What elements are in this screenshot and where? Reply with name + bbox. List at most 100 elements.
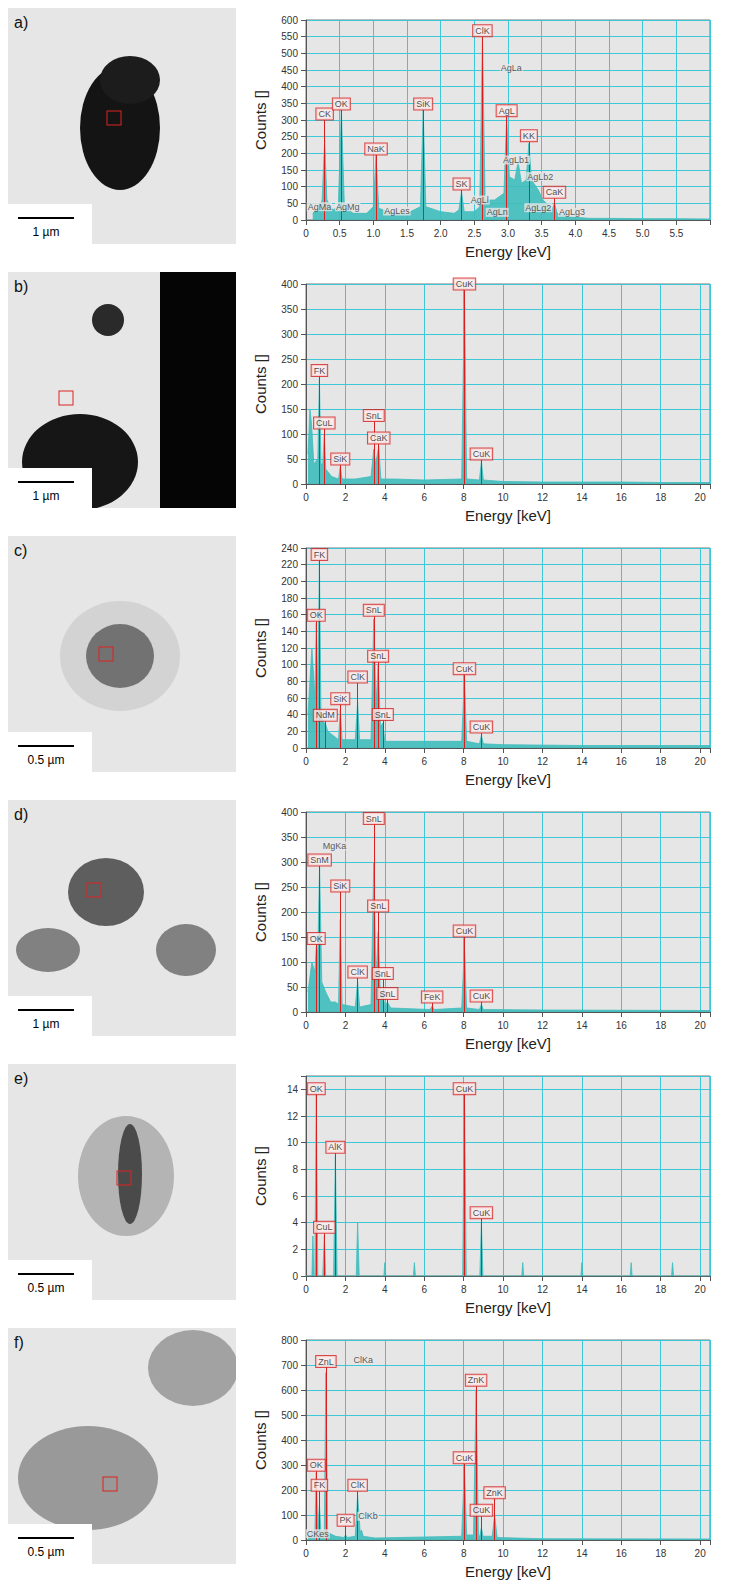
svg-text:CuK: CuK: [473, 449, 491, 459]
svg-text:OK: OK: [310, 610, 323, 620]
svg-text:CuK: CuK: [456, 1084, 474, 1094]
svg-text:6: 6: [421, 756, 427, 767]
svg-text:160: 160: [281, 609, 298, 620]
svg-text:AgLn: AgLn: [487, 207, 508, 217]
svg-text:4: 4: [382, 756, 388, 767]
svg-text:20: 20: [287, 726, 299, 737]
svg-text:AgMa: AgMa: [308, 202, 332, 212]
svg-text:0: 0: [292, 1007, 298, 1018]
svg-text:KK: KK: [523, 131, 535, 141]
svg-text:100: 100: [281, 429, 298, 440]
svg-text:6: 6: [421, 1020, 427, 1031]
svg-text:8: 8: [461, 1020, 467, 1031]
svg-text:12: 12: [537, 1020, 549, 1031]
svg-text:Counts []: Counts []: [252, 1146, 269, 1206]
svg-text:8: 8: [461, 492, 467, 503]
svg-text:600: 600: [281, 15, 298, 26]
svg-text:250: 250: [281, 131, 298, 142]
svg-text:8: 8: [461, 1548, 467, 1559]
svg-text:0: 0: [303, 756, 309, 767]
svg-text:800: 800: [281, 1335, 298, 1346]
svg-text:4.0: 4.0: [568, 228, 582, 239]
svg-text:350: 350: [281, 304, 298, 315]
svg-text:SnL: SnL: [370, 901, 386, 911]
svg-text:400: 400: [281, 807, 298, 818]
svg-text:OK: OK: [310, 1460, 323, 1470]
svg-text:SnL: SnL: [366, 605, 382, 615]
svg-text:5.0: 5.0: [636, 228, 650, 239]
svg-text:2: 2: [343, 492, 349, 503]
svg-text:1.5: 1.5: [400, 228, 414, 239]
svg-text:0.5 µm: 0.5 µm: [28, 753, 65, 767]
svg-text:10: 10: [498, 1548, 510, 1559]
svg-text:200: 200: [281, 379, 298, 390]
svg-text:AgLb2: AgLb2: [527, 172, 553, 182]
svg-text:200: 200: [281, 907, 298, 918]
svg-text:Energy [keV]: Energy [keV]: [465, 1035, 551, 1052]
svg-text:ClK: ClK: [350, 1480, 365, 1490]
svg-text:250: 250: [281, 354, 298, 365]
svg-text:200: 200: [281, 1485, 298, 1496]
svg-text:10: 10: [498, 756, 510, 767]
svg-text:AgLg2: AgLg2: [525, 203, 551, 213]
svg-text:10: 10: [498, 492, 510, 503]
svg-text:Energy [keV]: Energy [keV]: [465, 243, 551, 260]
svg-text:c): c): [14, 542, 27, 559]
svg-text:18: 18: [655, 756, 667, 767]
svg-text:10: 10: [498, 1020, 510, 1031]
svg-text:0: 0: [303, 1020, 309, 1031]
svg-text:140: 140: [281, 626, 298, 637]
svg-text:CKes: CKes: [307, 1529, 330, 1539]
svg-text:10: 10: [498, 1284, 510, 1295]
svg-text:FeK: FeK: [424, 992, 441, 1002]
svg-text:NaK: NaK: [367, 144, 385, 154]
svg-text:ClK: ClK: [350, 967, 365, 977]
svg-text:8: 8: [292, 1164, 298, 1175]
svg-text:CuK: CuK: [456, 664, 474, 674]
svg-text:AgMg: AgMg: [336, 202, 360, 212]
svg-text:150: 150: [281, 165, 298, 176]
svg-text:CuK: CuK: [456, 279, 474, 289]
svg-text:5.5: 5.5: [669, 228, 683, 239]
svg-text:FK: FK: [314, 1480, 326, 1490]
svg-text:4: 4: [292, 1217, 298, 1228]
svg-text:ZnL: ZnL: [318, 1357, 334, 1367]
svg-text:0: 0: [292, 1271, 298, 1282]
svg-text:AgLl: AgLl: [471, 195, 489, 205]
svg-text:MgKa: MgKa: [323, 841, 347, 851]
svg-text:500: 500: [281, 48, 298, 59]
svg-text:14: 14: [576, 1284, 588, 1295]
svg-text:ZnK: ZnK: [486, 1488, 503, 1498]
svg-text:SnL: SnL: [366, 411, 382, 421]
svg-text:16: 16: [616, 756, 628, 767]
svg-text:12: 12: [537, 756, 549, 767]
svg-text:150: 150: [281, 932, 298, 943]
svg-text:300: 300: [281, 1460, 298, 1471]
svg-text:Energy [keV]: Energy [keV]: [465, 1563, 551, 1580]
svg-text:OK: OK: [335, 99, 348, 109]
svg-text:2: 2: [343, 1020, 349, 1031]
svg-text:400: 400: [281, 1435, 298, 1446]
svg-text:1 µm: 1 µm: [33, 489, 60, 503]
svg-text:400: 400: [281, 81, 298, 92]
svg-text:16: 16: [616, 1284, 628, 1295]
svg-text:CuK: CuK: [473, 991, 491, 1001]
svg-text:16: 16: [616, 1548, 628, 1559]
svg-text:4: 4: [382, 492, 388, 503]
svg-text:20: 20: [695, 1020, 707, 1031]
svg-text:Energy [keV]: Energy [keV]: [465, 507, 551, 524]
svg-text:18: 18: [655, 1284, 667, 1295]
svg-text:3.5: 3.5: [535, 228, 549, 239]
svg-text:350: 350: [281, 98, 298, 109]
svg-text:ZnK: ZnK: [468, 1375, 485, 1385]
svg-text:240: 240: [281, 543, 298, 554]
svg-text:CuL: CuL: [316, 418, 333, 428]
svg-text:CaK: CaK: [546, 187, 564, 197]
svg-text:14: 14: [576, 1548, 588, 1559]
svg-text:SnL: SnL: [375, 969, 391, 979]
svg-text:SnL: SnL: [379, 989, 395, 999]
svg-text:d): d): [14, 806, 28, 823]
svg-text:350: 350: [281, 832, 298, 843]
svg-text:0.5 µm: 0.5 µm: [28, 1545, 65, 1559]
svg-text:0: 0: [292, 1535, 298, 1546]
